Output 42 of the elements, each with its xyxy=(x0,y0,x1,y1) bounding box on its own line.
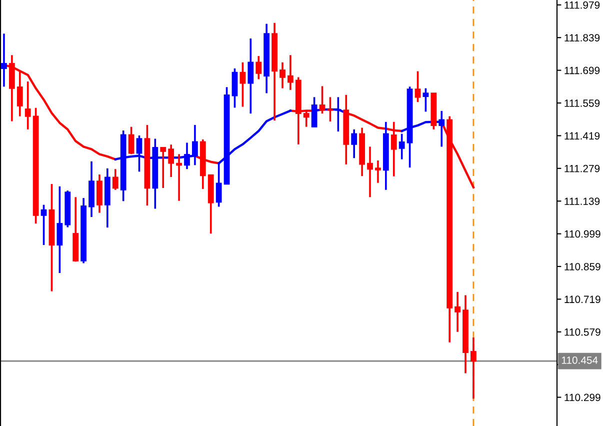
candlestick xyxy=(351,128,358,160)
candlestick xyxy=(287,54,294,91)
candlestick xyxy=(367,146,373,198)
candlestick xyxy=(454,291,460,333)
candlestick xyxy=(414,70,421,103)
candlestick xyxy=(128,126,134,156)
candlestick xyxy=(112,168,118,191)
candlestick xyxy=(240,61,246,108)
candlestick xyxy=(280,61,286,90)
candlestick xyxy=(40,204,47,246)
y-tick-label: 111.279 xyxy=(564,164,600,172)
candlestick xyxy=(248,38,254,114)
candlestick xyxy=(1,32,7,88)
candlestick xyxy=(470,336,476,400)
candlestick xyxy=(168,144,174,178)
candlestick xyxy=(24,80,31,130)
candlestick xyxy=(422,87,429,113)
y-tick-label: 110.579 xyxy=(564,328,600,336)
candlestick xyxy=(56,185,63,274)
candlestick xyxy=(327,96,334,122)
y-tick-label: 110.299 xyxy=(564,394,600,402)
ref-line-label: 110.454 xyxy=(562,356,598,364)
y-tick-label: 111.839 xyxy=(564,34,600,42)
y-tick-label: 111.419 xyxy=(564,132,600,140)
y-tick-label: 111.699 xyxy=(564,66,600,74)
candlestick xyxy=(160,146,166,189)
candlestick xyxy=(398,132,405,160)
candlestick xyxy=(303,109,310,128)
y-tick-label: 111.559 xyxy=(564,99,600,107)
y-tick-label: 110.999 xyxy=(564,230,600,238)
candlestick xyxy=(319,85,326,114)
candlestick xyxy=(16,70,23,118)
y-tick-label: 111.139 xyxy=(564,198,600,205)
candlestick xyxy=(96,174,102,214)
candlestick xyxy=(375,160,381,184)
y-tick-label: 111.979 xyxy=(564,1,600,9)
candlestick xyxy=(232,68,238,109)
candlestick xyxy=(256,55,262,80)
y-tick-label: 110.719 xyxy=(564,296,600,304)
y-tick-label: 110.859 xyxy=(564,262,600,270)
candlestick xyxy=(390,121,397,178)
candlestick xyxy=(176,153,182,202)
